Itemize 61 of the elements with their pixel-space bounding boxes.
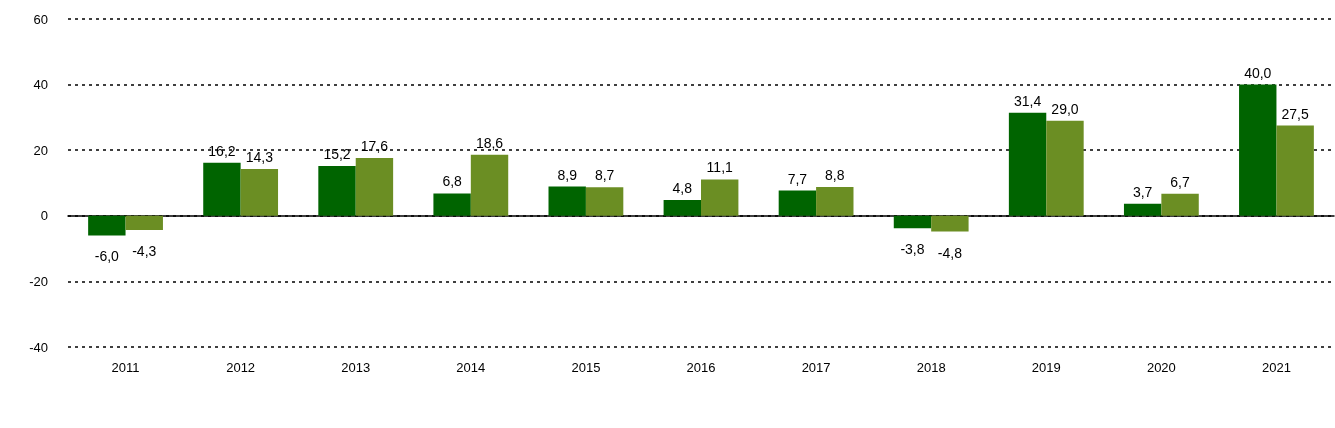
y-tick-label: 20 [33,142,48,158]
x-tick-label: 2011 [111,360,140,375]
bar [816,186,854,216]
data-label: 14,3 [245,148,274,165]
bar [125,215,163,230]
y-tick-label: 0 [40,208,48,224]
bar [318,165,356,216]
bar [548,186,586,216]
bar [701,179,739,216]
x-tick-label: 2014 [456,360,486,375]
bar [1276,125,1314,216]
x-tick-label: 2018 [916,360,946,375]
data-label: 3,7 [1132,183,1153,200]
bar [470,154,509,216]
bar [931,215,969,232]
bar [240,168,279,216]
bar [1239,84,1277,216]
bar [1123,203,1162,216]
bar [663,200,701,216]
data-label: 40,0 [1244,64,1272,81]
y-tick-label: 60 [33,11,48,27]
bar [1046,120,1084,216]
y-tick-label: -40 [29,339,48,355]
data-label: 11,1 [706,159,734,176]
data-label: 7,7 [787,170,808,187]
data-label: 18,6 [475,134,504,151]
bar [1161,193,1199,216]
x-tick-label: 2020 [1146,360,1176,375]
bar [88,215,126,236]
data-label: 6,7 [1170,173,1191,190]
bar [1008,112,1047,216]
data-label: -4,8 [937,244,963,261]
data-label: 8,9 [557,166,578,183]
data-label: 6,8 [442,173,463,190]
data-label: -6,0 [94,248,120,265]
bar [203,162,241,216]
data-label: -4,3 [132,242,157,259]
data-label: 27,5 [1281,105,1309,122]
data-label: 17,6 [360,138,389,155]
x-tick-label: 2017 [801,360,831,375]
data-label: 8,7 [594,167,615,184]
data-label: 31,4 [1013,92,1042,109]
bar [355,158,394,216]
y-tick-label: 40 [33,77,48,93]
data-label: 15,2 [323,145,351,162]
x-tick-label: 2016 [686,360,716,375]
data-label: -3,8 [900,241,925,258]
data-label: 16,2 [208,142,236,159]
x-tick-label: 2021 [1261,360,1291,375]
x-tick-label: 2012 [226,360,256,375]
bar [433,193,471,216]
bar [585,187,624,216]
data-label: 8,8 [825,166,845,183]
x-tick-label: 2019 [1031,360,1061,375]
x-tick-label: 2013 [341,360,371,375]
data-label: 4,8 [672,180,693,197]
y-tick-label: -20 [29,273,48,289]
bar [893,215,932,229]
data-label: 29,0 [1051,100,1079,117]
bar [778,190,817,216]
x-tick-label: 2015 [571,360,601,375]
